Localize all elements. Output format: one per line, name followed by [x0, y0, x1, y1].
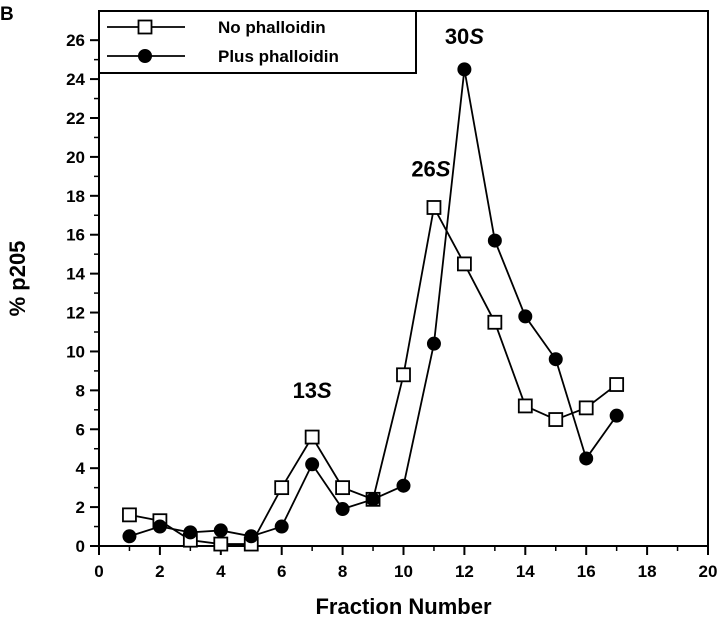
data-point — [396, 367, 411, 383]
annotation-number: 26 — [411, 156, 435, 181]
x-tick-label: 0 — [94, 562, 103, 581]
data-point — [122, 507, 137, 523]
y-tick-label: 6 — [76, 420, 85, 439]
data-point — [152, 519, 167, 534]
data-point — [457, 62, 472, 77]
x-axis: 0 2 4 6 8 10 12 14 16 18 20 — [94, 546, 717, 581]
annotation-unit: S — [469, 24, 484, 49]
legend-marker — [137, 19, 153, 35]
y-tick-label: 8 — [76, 381, 85, 400]
data-point — [548, 352, 563, 367]
data-point — [213, 523, 228, 538]
x-axis-label: Fraction Number — [315, 594, 491, 619]
legend-label: Plus phalloidin — [218, 47, 339, 66]
y-tick-label: 20 — [66, 148, 85, 167]
data-point — [122, 529, 137, 544]
x-tick-label: 14 — [516, 562, 535, 581]
annotation-number: 13 — [293, 378, 317, 403]
data-point — [244, 529, 259, 544]
data-point — [609, 377, 625, 392]
data-point — [274, 519, 289, 534]
x-tick-label: 10 — [394, 562, 413, 581]
data-point — [426, 200, 442, 215]
data-point — [426, 336, 441, 351]
peak-annotation: 30S — [445, 24, 484, 49]
legend-marker — [138, 49, 152, 63]
y-tick-label: 18 — [66, 187, 85, 206]
x-tick-label: 6 — [277, 562, 286, 581]
data-point — [456, 256, 472, 272]
y-tick-label: 14 — [66, 265, 85, 284]
legend-label: No phalloidin — [218, 18, 326, 37]
annotation-unit: S — [436, 156, 451, 181]
data-point — [517, 398, 533, 414]
data-point — [183, 525, 198, 540]
series-line — [129, 69, 618, 538]
y-tick-label: 22 — [66, 109, 85, 128]
data-point — [487, 233, 502, 248]
annotation-unit: S — [317, 378, 332, 403]
series-2 — [129, 69, 618, 538]
data-point — [304, 429, 320, 445]
data-point — [396, 478, 411, 493]
x-tick-label: 2 — [155, 562, 164, 581]
y-tick-label: 26 — [66, 31, 85, 50]
peak-annotation: 26S — [411, 156, 450, 181]
data-point — [366, 492, 381, 507]
data-point — [213, 536, 229, 552]
x-tick-label: 18 — [638, 562, 657, 581]
peak-annotation: 13S — [293, 378, 332, 403]
y-tick-label: 2 — [76, 498, 85, 517]
data-point — [487, 314, 503, 330]
x-tick-label: 12 — [455, 562, 474, 581]
data-point — [335, 480, 351, 496]
x-tick-label: 20 — [699, 562, 718, 581]
series-layer — [122, 62, 625, 552]
panel-letter: B — [0, 4, 14, 25]
x-tick-label: 4 — [216, 562, 226, 581]
plot-frame — [98, 10, 709, 547]
y-tick-label: 24 — [66, 70, 85, 89]
y-tick-label: 4 — [76, 459, 86, 478]
series-2-points — [122, 62, 624, 544]
x-tick-label: 8 — [338, 562, 347, 581]
y-tick-label: 16 — [66, 226, 85, 245]
data-point — [335, 502, 350, 517]
data-point — [578, 400, 594, 416]
data-point — [548, 412, 564, 427]
y-tick-label: 10 — [66, 342, 85, 361]
y-tick-label: 0 — [76, 537, 85, 556]
data-point — [305, 457, 320, 472]
data-point — [518, 309, 533, 324]
data-point — [274, 480, 290, 496]
legend: No phalloidin Plus phalloidin — [98, 10, 417, 74]
data-point — [579, 451, 594, 466]
annotation-number: 30 — [445, 24, 469, 49]
x-tick-label: 16 — [577, 562, 596, 581]
y-tick-label: 12 — [66, 304, 85, 323]
data-point — [609, 408, 624, 423]
y-axis-label: % p205 — [5, 241, 30, 317]
